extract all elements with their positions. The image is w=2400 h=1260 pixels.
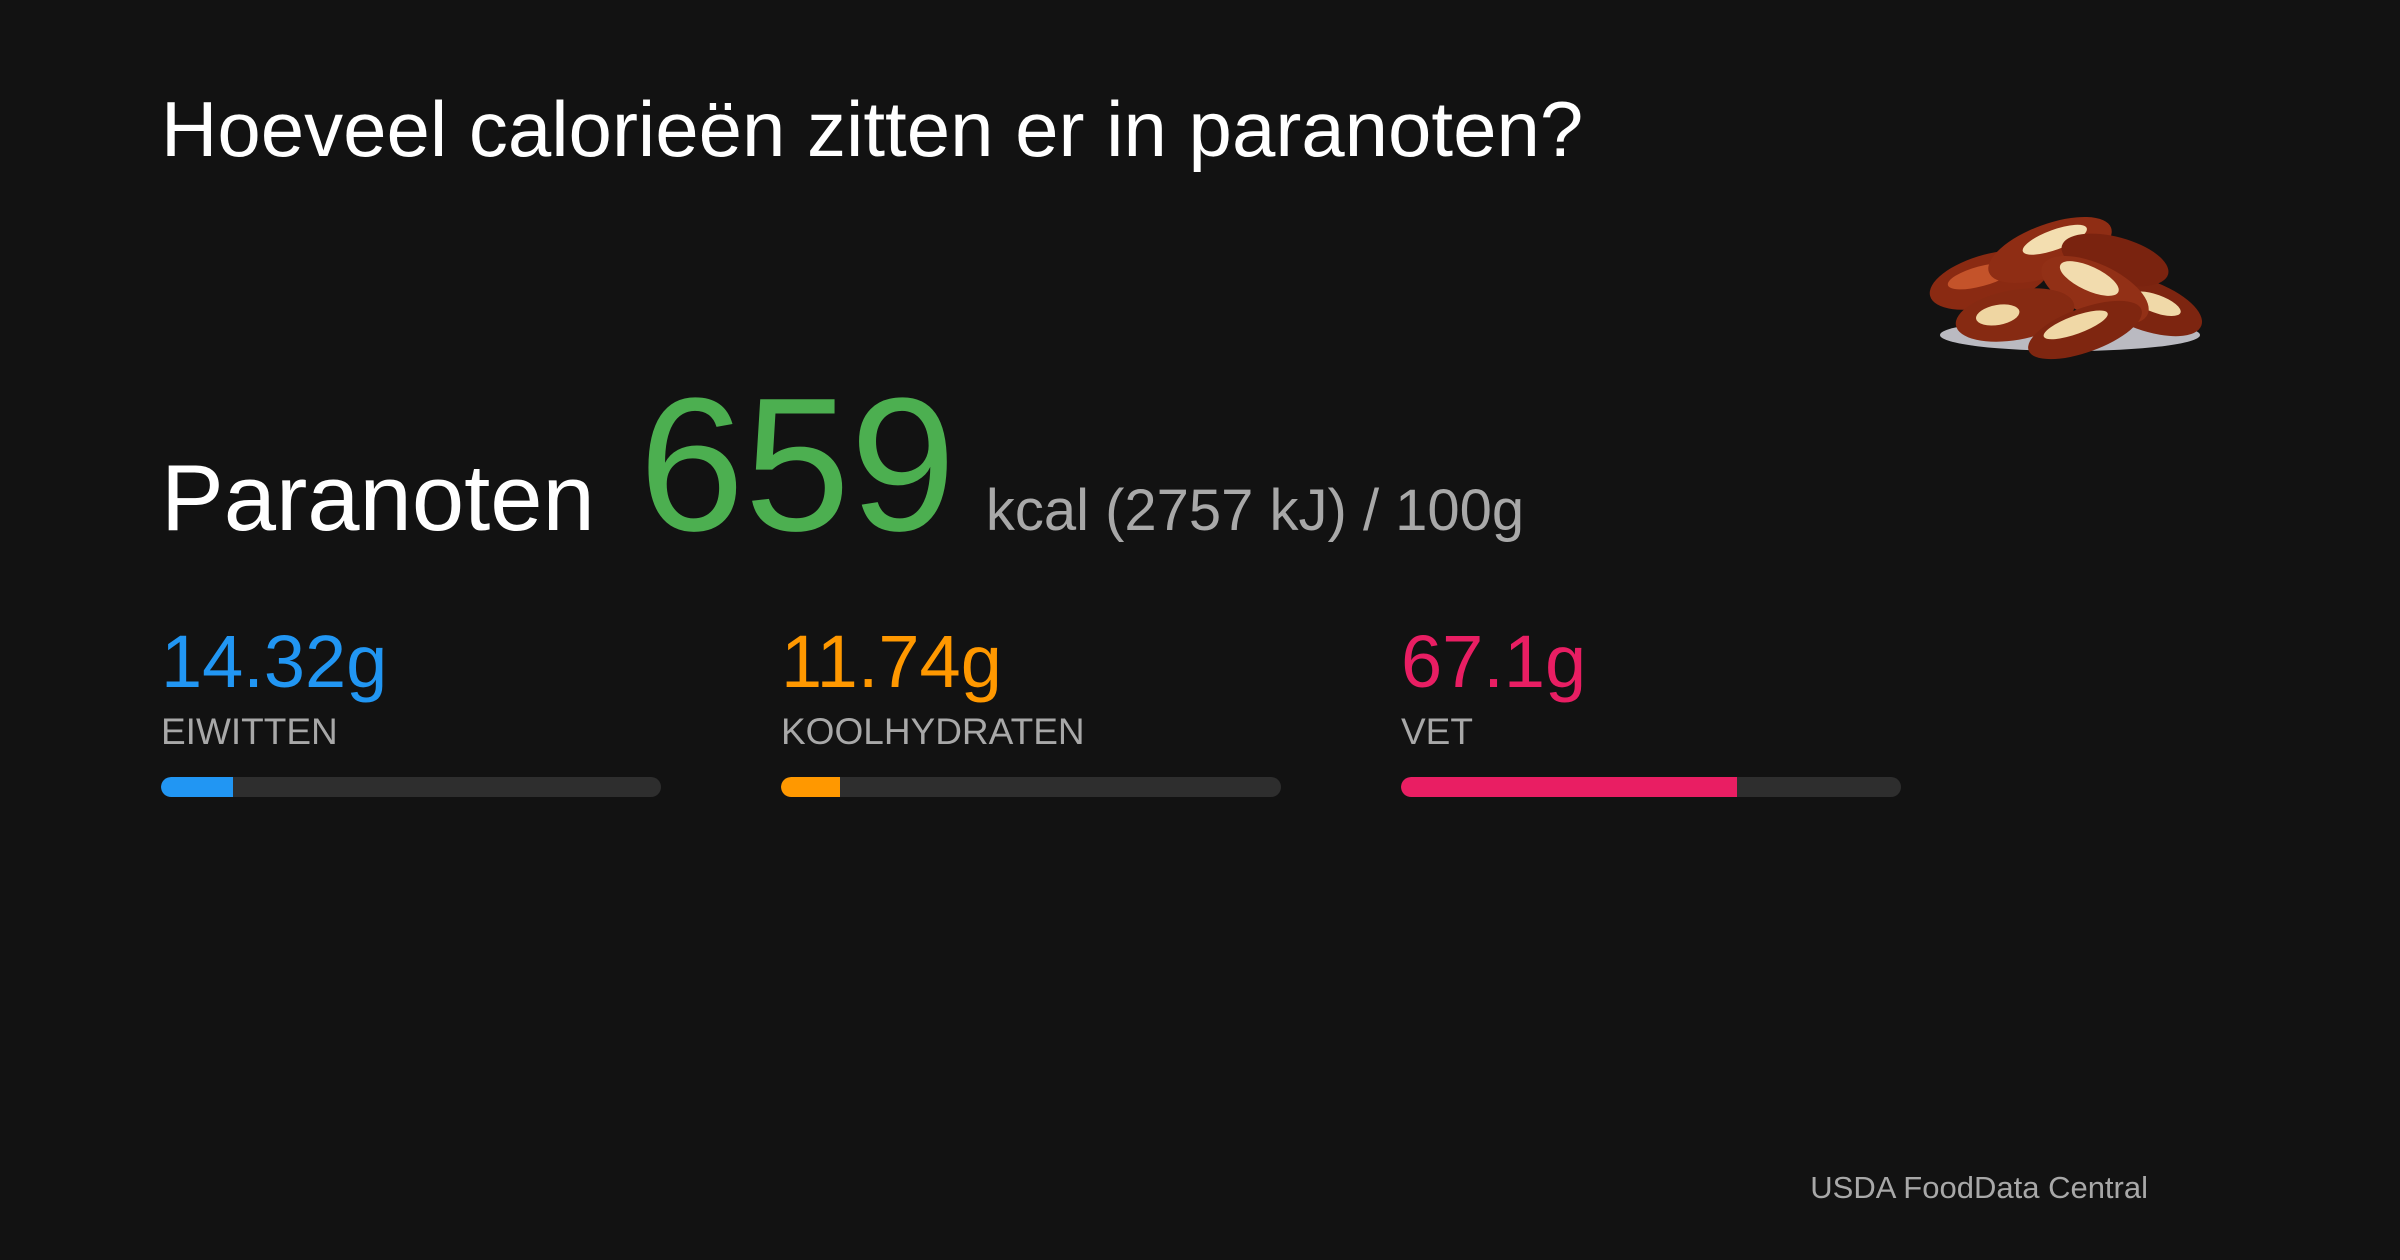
macro-label: KOOLHYDRATEN xyxy=(781,711,1085,752)
macro: 67.1g VET xyxy=(1401,625,1901,797)
progress-track xyxy=(781,777,1281,797)
macro-value: 11.74g xyxy=(781,620,1002,703)
calorie-line: Paranoten 659 kcal (2757 kJ) / 100g xyxy=(161,370,1524,560)
source: USDA FoodData Central xyxy=(1810,1170,2148,1205)
energy-text: kcal (2757 kJ) / xyxy=(985,478,1380,543)
calorie-value: 659 xyxy=(638,359,956,571)
macro-label: EIWITTEN xyxy=(161,711,338,752)
progress-track xyxy=(1401,777,1901,797)
macro-value: 14.32g xyxy=(161,620,388,703)
progress-fill xyxy=(1401,777,1737,797)
macro: 14.32g EIWITTEN xyxy=(161,625,661,797)
macro: 11.74g KOOLHYDRATEN xyxy=(781,625,1281,797)
progress-track xyxy=(161,777,661,797)
macro-label: VET xyxy=(1401,711,1473,752)
progress-fill xyxy=(781,777,840,797)
title: Hoeveel calorieën zitten er in paranoten… xyxy=(161,85,1584,173)
serving: 100g xyxy=(1395,478,1525,543)
food-name: Paranoten xyxy=(161,445,595,550)
progress-fill xyxy=(161,777,233,797)
nut-illustration xyxy=(1929,216,2203,360)
macro-value: 67.1g xyxy=(1401,620,1587,703)
